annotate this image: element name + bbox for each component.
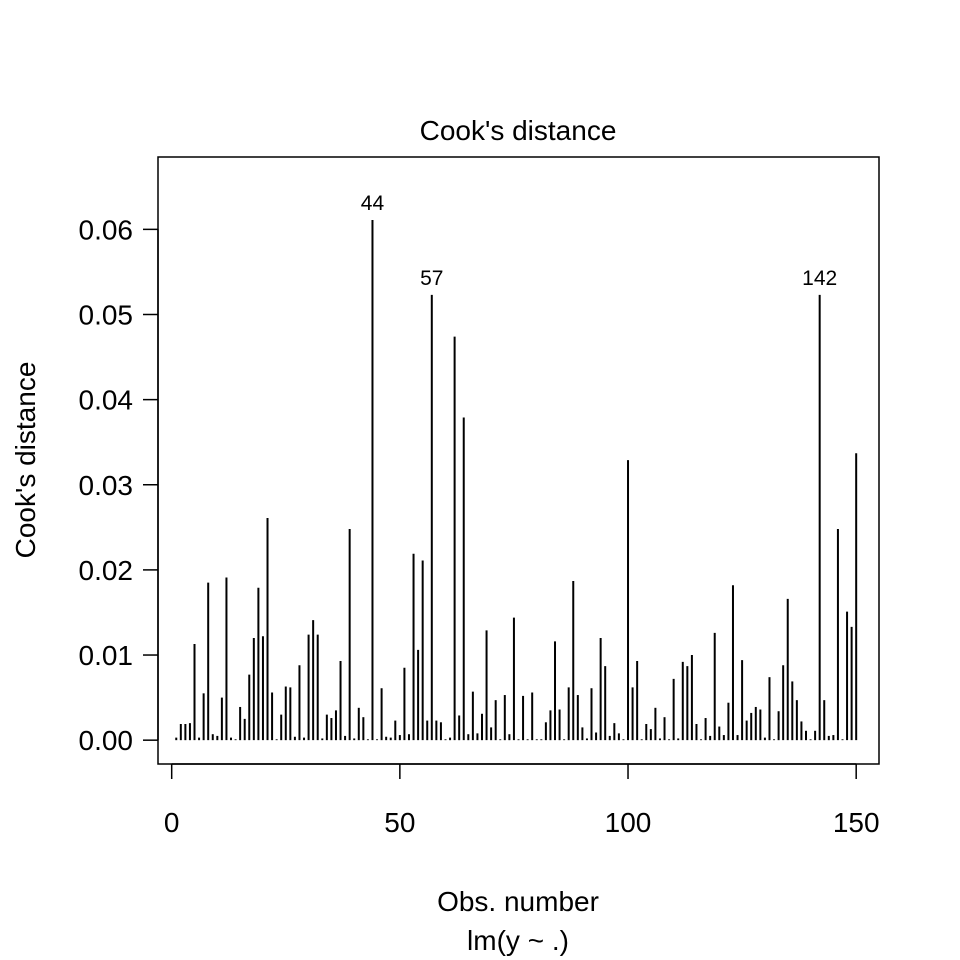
x-tick-label: 0 <box>164 807 180 838</box>
y-axis: 0.00 0.01 0.02 0.03 0.04 0.05 0.06 <box>79 214 159 756</box>
plot-frame <box>157 156 880 765</box>
y-tick-label: 0.00 <box>79 725 134 756</box>
x-axis-label: Obs. number <box>437 886 599 917</box>
y-tick-label: 0.04 <box>79 385 134 416</box>
y-tick-label: 0.05 <box>79 299 134 330</box>
y-tick-label: 0.01 <box>79 640 134 671</box>
point-label-142: 142 <box>802 267 837 290</box>
chart-subtitle: lm(y ~ .) <box>467 925 569 956</box>
bars <box>175 219 858 741</box>
y-tick-label: 0.03 <box>79 470 134 501</box>
y-tick-label: 0.06 <box>79 214 134 245</box>
point-label-44: 44 <box>361 192 385 215</box>
y-tick-label: 0.02 <box>79 555 134 586</box>
chart-title: Cook's distance <box>420 115 617 146</box>
point-label-57: 57 <box>420 267 443 290</box>
y-axis-label: Cook's distance <box>10 362 41 559</box>
x-tick-label: 150 <box>833 807 880 838</box>
x-tick-label: 100 <box>605 807 652 838</box>
annotations: 44 57 142 <box>361 192 837 290</box>
x-axis: 0 50 100 150 <box>164 763 880 838</box>
x-tick-label: 50 <box>384 807 415 838</box>
